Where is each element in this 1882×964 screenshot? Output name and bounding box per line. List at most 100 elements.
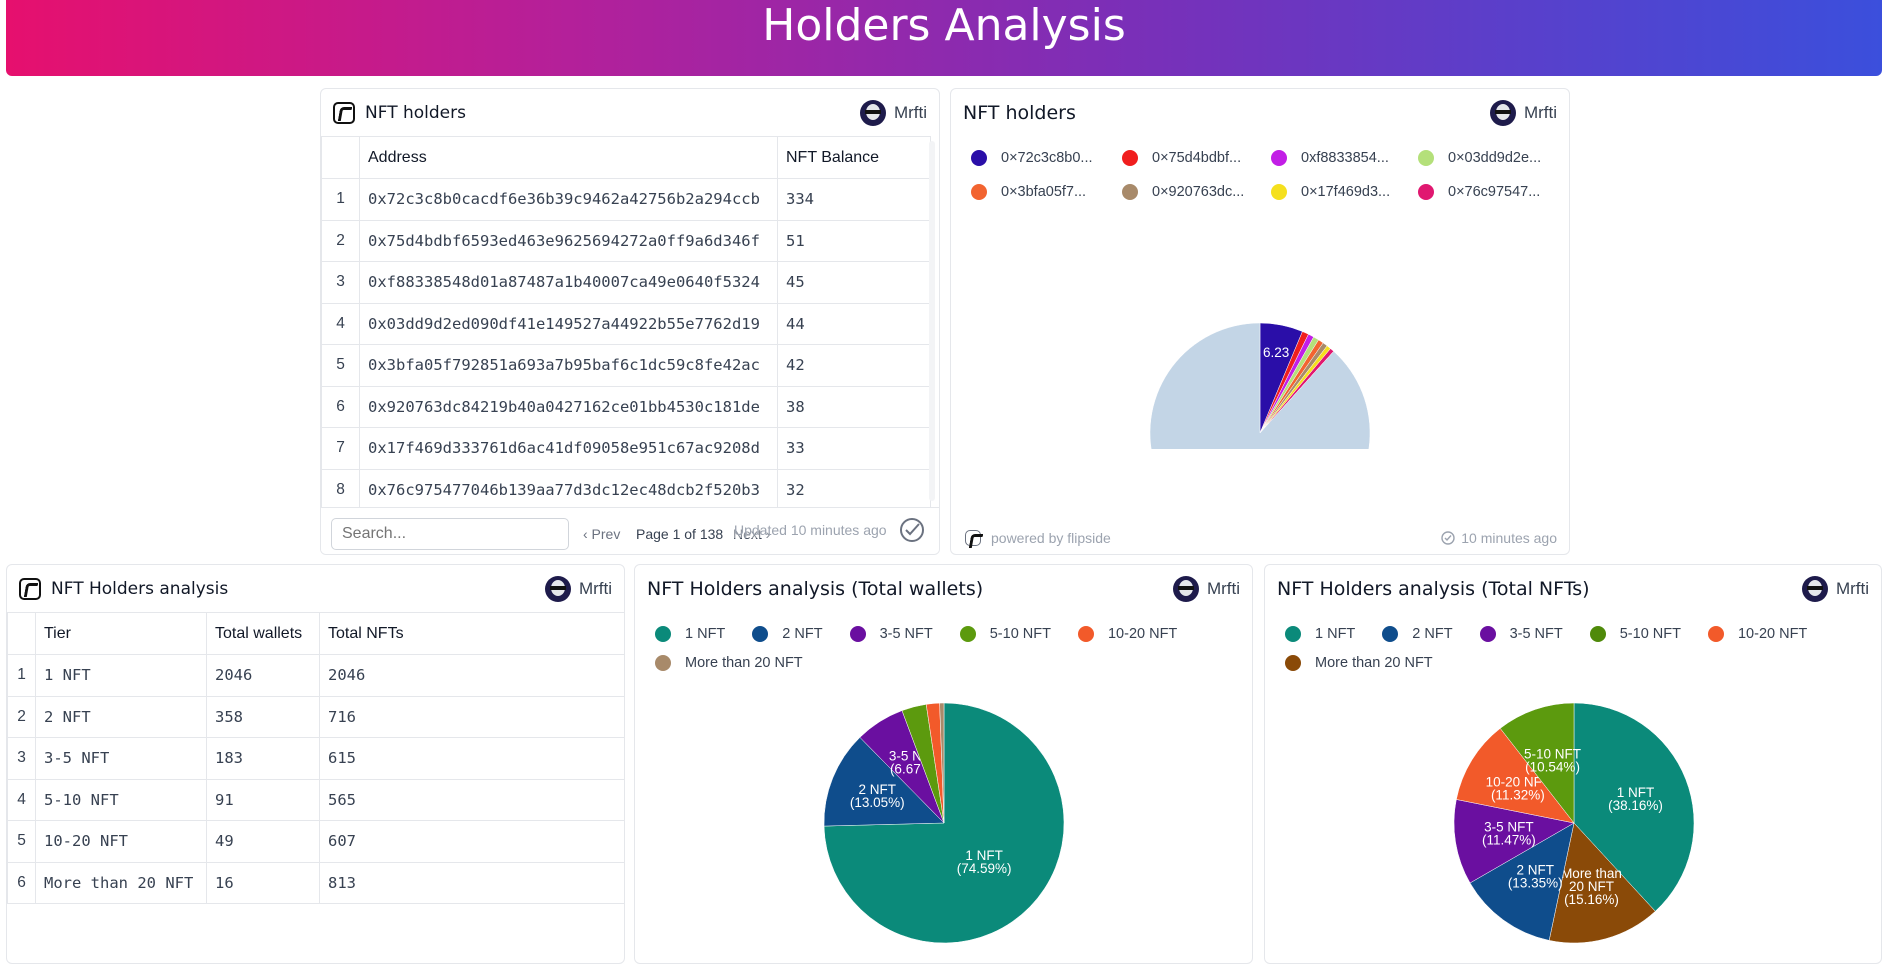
pie-slice[interactable]	[823, 737, 945, 827]
slice-label: 1 NFT (74.59%)	[957, 848, 1012, 876]
powered-by[interactable]: powered by flipside	[965, 530, 1111, 546]
row-index: 6	[321, 385, 360, 428]
legend-label: 3-5 NFT	[1509, 625, 1563, 642]
row-index: 5	[7, 820, 36, 863]
legend-item[interactable]: 0×75d4bdbf...	[1122, 143, 1271, 172]
legend-swatch	[971, 149, 987, 166]
legend-item[interactable]: 0xf8833854...	[1271, 143, 1418, 172]
legend-label: 0×72c3c8b0...	[1001, 149, 1093, 166]
author[interactable]: Mrfti	[1172, 576, 1240, 602]
legend-item[interactable]: More than 20 NFT	[655, 648, 803, 677]
legend-item[interactable]: 1 NFT	[655, 619, 725, 648]
table-row: 7 0x17f469d333761d6ac41df09058e951c67ac92…	[321, 427, 931, 470]
legend-item[interactable]: 3-5 NFT	[1479, 619, 1563, 648]
legend-item[interactable]: 5-10 NFT	[1589, 619, 1681, 648]
table-row: 2 0x75d4bdbf6593ed463e9625694272a0ff9a6d3…	[321, 219, 931, 262]
slice-label: More than 20 NFT (15.16%)	[1561, 866, 1622, 907]
avatar	[1801, 576, 1828, 602]
pie-slice[interactable]	[1573, 702, 1695, 912]
balance-cell: 45	[777, 261, 931, 304]
legend-item[interactable]: 0×3bfa05f7...	[971, 177, 1122, 206]
nfts-cell: 615	[319, 737, 624, 780]
flipside-logo-icon	[965, 530, 981, 546]
prev-button[interactable]: ‹ Prev	[583, 526, 621, 542]
table-row: 4 0x03dd9d2ed090df41e149527a44922b55e7762…	[321, 302, 931, 345]
card-header: NFT Holders analysis Mrfti	[7, 565, 624, 613]
legend-item[interactable]: 5-10 NFT	[959, 619, 1051, 648]
legend-label: 2 NFT	[782, 625, 823, 642]
slice-label: 3-5 NFT (11.47%)	[1482, 820, 1536, 848]
table-row: 3 3-5 NFT 183 615	[7, 737, 624, 780]
column-header-tier[interactable]: Tier	[35, 612, 207, 655]
column-header-address[interactable]: Address	[359, 136, 778, 179]
flipside-logo-icon	[333, 102, 355, 124]
legend-swatch	[1271, 183, 1287, 200]
address-cell: 0x72c3c8b0cacdf6e36b39c9462a42756b2a294c…	[359, 178, 778, 221]
pie-slice[interactable]	[939, 702, 945, 824]
legend-label: 10-20 NFT	[1737, 625, 1808, 642]
legend-item[interactable]: 0×03dd9d2e...	[1418, 143, 1558, 172]
legend-swatch	[655, 625, 671, 642]
legend-item[interactable]: More than 20 NFT	[1285, 648, 1433, 677]
row-index: 4	[7, 778, 36, 821]
slice-label: 1 NFT (38.16%)	[1608, 785, 1663, 813]
table-row: 5 0x3bfa05f792851a693a7b95baf6c1dc59c8fe4…	[321, 344, 931, 387]
legend-item[interactable]: 0×76c97547...	[1418, 177, 1558, 206]
legend-label: 5-10 NFT	[1619, 625, 1681, 642]
tier-table-card: NFT Holders analysis Mrfti Tier Total wa…	[6, 564, 625, 964]
author-name: Mrfti	[893, 103, 927, 122]
legend-item[interactable]: 1 NFT	[1285, 619, 1355, 648]
powered-by-text: powered by flipside	[991, 530, 1111, 546]
balance-cell: 334	[777, 178, 931, 221]
legend-label: 0×03dd9d2e...	[1448, 149, 1542, 166]
wallets-cell: 91	[206, 778, 320, 821]
slice-label: 6.23	[1263, 345, 1289, 360]
legend-item[interactable]: 0×920763dc...	[1122, 177, 1271, 206]
legend-item[interactable]: 2 NFT	[752, 619, 823, 648]
legend-swatch	[1382, 625, 1399, 642]
holders-pie-chart: 6.2387.32%	[1149, 322, 1371, 449]
scrollbar[interactable]	[929, 141, 935, 501]
pie-slice[interactable]	[1469, 822, 1575, 941]
next-button[interactable]: Next ›	[733, 526, 771, 542]
tier-cell: 10-20 NFT	[35, 820, 207, 863]
author[interactable]: Mrfti	[1489, 100, 1557, 126]
column-header-balance[interactable]: NFT Balance	[777, 136, 931, 179]
pie-slice[interactable]	[1453, 799, 1575, 884]
legend-swatch	[959, 625, 976, 642]
author[interactable]: Mrfti	[1801, 576, 1869, 602]
column-header-wallets[interactable]: Total wallets	[206, 612, 320, 655]
pie-slice[interactable]	[1499, 702, 1575, 824]
search-input[interactable]	[331, 518, 569, 550]
tier-cell: 3-5 NFT	[35, 737, 207, 780]
row-index: 1	[321, 178, 360, 221]
card-header: NFT Holders analysis (Total wallets) Mrf…	[635, 565, 1252, 613]
legend-label: 10-20 NFT	[1107, 625, 1178, 642]
card-title: NFT Holders analysis (Total wallets)	[647, 578, 984, 600]
pie-slice[interactable]	[1456, 728, 1575, 824]
row-index: 3	[321, 261, 360, 304]
page-header: Holders Analysis	[6, 0, 1882, 76]
author[interactable]: Mrfti	[859, 100, 927, 126]
legend-item[interactable]: 2 NFT	[1382, 619, 1453, 648]
slice-label: 2 NFT (13.05%)	[850, 782, 905, 810]
pie-slice[interactable]	[1149, 322, 1371, 449]
updated-text: 10 minutes ago	[1461, 530, 1557, 546]
legend-item[interactable]: 10-20 NFT	[1077, 619, 1178, 648]
row-index: 4	[321, 302, 360, 345]
legend-item[interactable]: 10-20 NFT	[1707, 619, 1808, 648]
holders-chart-card: NFT holders Mrfti 0×72c3c8b0... 0×75d4bd…	[950, 88, 1570, 555]
legend-label: 0×75d4bdbf...	[1152, 149, 1242, 166]
legend-item[interactable]: 3-5 NFT	[849, 619, 933, 648]
legend-item[interactable]: 0×72c3c8b0...	[971, 143, 1122, 172]
legend-item[interactable]: 0×17f469d3...	[1271, 177, 1418, 206]
legend-swatch	[849, 625, 866, 642]
table-footer: ‹ Prev Page 1 of 138 Next › Updated 10 m…	[321, 507, 939, 554]
author-name: Mrfti	[1523, 103, 1557, 122]
legend-label: 0×3bfa05f7...	[1001, 183, 1087, 200]
column-header-nfts[interactable]: Total NFTs	[319, 612, 624, 655]
chart-legend: 0×72c3c8b0... 0×75d4bdbf... 0xf8833854..…	[971, 143, 1561, 211]
pie-slice[interactable]	[1548, 822, 1656, 944]
legend-label: 1 NFT	[685, 625, 726, 642]
author[interactable]: Mrfti	[544, 576, 612, 602]
